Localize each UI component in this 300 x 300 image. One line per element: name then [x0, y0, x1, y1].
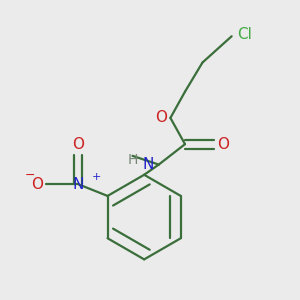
Text: H: H	[128, 153, 138, 167]
Text: O: O	[32, 177, 44, 192]
Text: +: +	[92, 172, 101, 182]
Text: Cl: Cl	[238, 27, 252, 42]
Text: −: −	[25, 169, 35, 182]
Text: N: N	[73, 177, 84, 192]
Text: O: O	[217, 137, 229, 152]
Text: N: N	[143, 157, 154, 172]
Text: O: O	[155, 110, 167, 125]
Text: O: O	[72, 137, 84, 152]
